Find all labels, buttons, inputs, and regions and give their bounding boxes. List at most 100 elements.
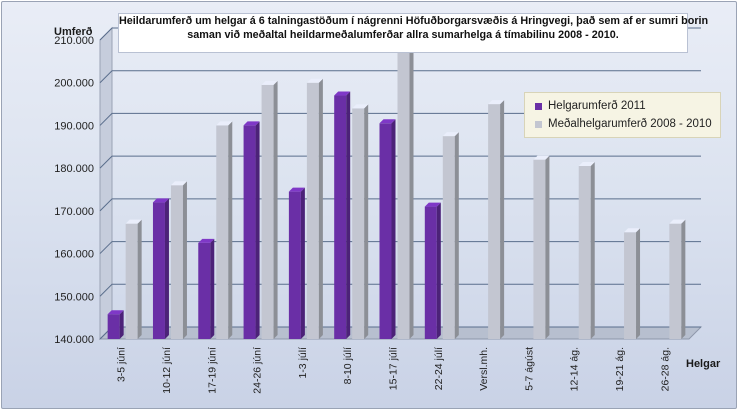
- gridline: [99, 283, 701, 297]
- bar-face: [198, 242, 211, 339]
- chart-title-line-1: Heildarumferð um helgar á 6 talningastöð…: [119, 15, 709, 27]
- bar-2011: [424, 202, 441, 339]
- bar-face: [261, 84, 274, 339]
- x-axis-title: Helgar: [686, 358, 721, 370]
- gridline: [99, 241, 701, 254]
- bar-top: [488, 100, 505, 105]
- x-tick-label: 24-26 júní: [252, 347, 264, 394]
- bar-side: [364, 104, 369, 339]
- bar-side: [164, 198, 169, 339]
- bar-2011: [152, 198, 169, 339]
- x-tick-label: 19-21 ág.: [614, 347, 626, 391]
- bar-face: [152, 202, 165, 339]
- bar-face: [397, 52, 410, 340]
- bar-2011: [107, 310, 124, 339]
- bar-2011: [288, 187, 305, 339]
- bar-side: [454, 132, 459, 339]
- bar-face: [243, 125, 256, 339]
- bar-average: [578, 162, 595, 339]
- bar-average: [125, 219, 142, 339]
- bar-top: [107, 310, 124, 315]
- bar-face: [125, 223, 138, 339]
- bar-side: [182, 181, 187, 339]
- legend-label-average: Meðalhelgarumferð 2008 - 2010: [548, 118, 712, 130]
- y-tick-label: 190.000: [54, 120, 94, 132]
- bar-top: [379, 119, 396, 124]
- bar-top: [306, 78, 323, 83]
- bar-average: [442, 132, 459, 339]
- y-tick-label: 150.000: [54, 291, 94, 303]
- bar-face: [352, 108, 365, 339]
- bar-top: [216, 121, 233, 126]
- bar-side: [210, 238, 215, 339]
- bar-average: [216, 121, 233, 339]
- x-tick-label: 17-19 júní: [206, 347, 218, 394]
- x-tick-label: 15-17 júlí: [388, 347, 400, 390]
- bar-side: [137, 219, 142, 339]
- y-tick-label: 180.000: [54, 163, 94, 175]
- bar-average: [352, 104, 369, 339]
- bar-face: [488, 104, 501, 339]
- chart-title: Heildarumferð um helgar á 6 talningastöð…: [118, 13, 709, 53]
- bar-2011: [198, 238, 215, 339]
- bar-top: [288, 187, 305, 192]
- bar-average: [488, 100, 505, 339]
- bar-face: [107, 314, 120, 339]
- bar-top: [669, 219, 686, 224]
- bar-side: [590, 162, 595, 339]
- bar-top: [170, 181, 187, 186]
- y-tick-label: 160.000: [54, 249, 94, 261]
- bar-face: [578, 166, 591, 339]
- bar-face: [216, 125, 229, 339]
- bar-side: [255, 121, 260, 339]
- gridline: [99, 112, 701, 126]
- bar-side: [228, 121, 233, 339]
- bar-face: [288, 191, 301, 339]
- gridline: [99, 70, 701, 84]
- bar-face: [669, 223, 682, 339]
- x-tick-label: 26-28 ág.: [659, 347, 671, 391]
- bar-side: [681, 219, 686, 339]
- x-tick-label: 12-14 ág.: [569, 347, 581, 391]
- bar-average: [261, 80, 278, 339]
- bar-side: [409, 48, 414, 340]
- bar-side: [436, 202, 441, 339]
- y-axis-title: Umferð: [54, 26, 93, 38]
- x-tick-label: 3-5 júní: [116, 347, 128, 382]
- x-tick-label: Versl.mh.: [478, 347, 490, 391]
- bar-face: [334, 95, 347, 340]
- x-tick-label: 1-3 júlí: [297, 347, 309, 379]
- bar-face: [424, 206, 437, 339]
- x-tick-label: 5-7 ágúst: [523, 347, 535, 391]
- bar-average: [624, 228, 641, 339]
- legend-item-average: Meðalhelgarumferð 2008 - 2010: [535, 117, 712, 131]
- bar-average: [306, 78, 323, 339]
- legend: Helgarumferð 2011 Meðalhelgarumferð 2008…: [524, 92, 721, 138]
- y-tick-label: 140.000: [54, 334, 94, 346]
- gridline: [99, 198, 701, 212]
- x-tick-label: 10-12 júní: [161, 347, 173, 394]
- bar-side: [300, 187, 305, 339]
- bar-average: [397, 48, 414, 340]
- bar-side: [391, 119, 396, 340]
- bar-top: [198, 238, 215, 243]
- bar-top: [334, 91, 351, 96]
- y-tick-label: 200.000: [54, 78, 94, 90]
- legend-swatch-average: [535, 120, 542, 128]
- plot-side-wall: [99, 26, 113, 341]
- bar-face: [379, 123, 392, 340]
- bar-2011: [334, 91, 351, 340]
- bar-side: [119, 310, 124, 339]
- bar-top: [152, 198, 169, 203]
- bar-top: [125, 219, 142, 224]
- y-tick-label: 210.000: [54, 35, 94, 47]
- bar-top: [352, 104, 369, 109]
- bar-top: [243, 121, 260, 126]
- bar-side: [346, 91, 351, 340]
- bar-average: [170, 181, 187, 339]
- bar-top: [442, 132, 459, 137]
- legend-swatch-2011: [535, 102, 542, 110]
- bar-average: [669, 219, 686, 339]
